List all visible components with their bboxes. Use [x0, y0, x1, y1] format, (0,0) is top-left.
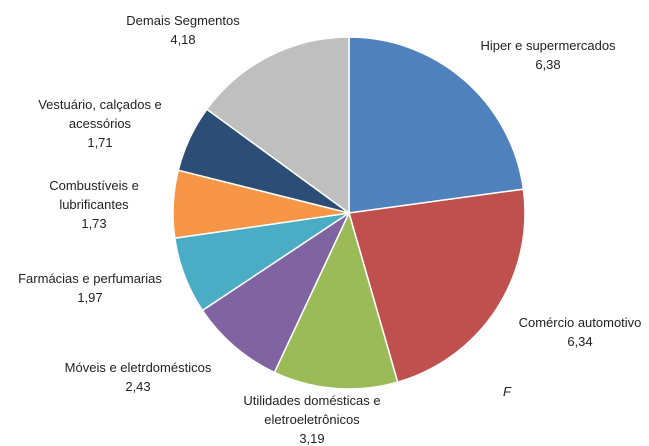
category-name: Vestuário, calçados e acessórios [38, 97, 162, 131]
slice-label: Farmácias e perfumarias 1,97 [0, 269, 190, 307]
value-label: 6,38 [535, 57, 561, 72]
pie-slice [201, 210, 351, 374]
category-name: Hiper e supermercados [480, 38, 616, 53]
category-name: Combustíveis e lubrificantes [49, 178, 139, 212]
slice-label: Utilidades domésticas e eletroeletrônico… [230, 391, 395, 446]
pie-slice [205, 36, 350, 215]
category-name: Comércio automotivo [518, 315, 642, 330]
slice-label: Comércio automotivo 6,34 [480, 313, 649, 351]
category-name: Demais Segmentos [126, 13, 240, 28]
value-label: 1,71 [87, 135, 113, 150]
value-label: 3,19 [299, 431, 325, 446]
value-label: 6,34 [567, 334, 593, 349]
slice-label: Demais Segmentos 4,18 [83, 11, 283, 49]
pie-slice [348, 36, 525, 214]
value-label: 2,43 [125, 379, 151, 394]
value-label: 1,73 [81, 216, 107, 231]
slice-label: Móveis e eletrdomésticos 2,43 [28, 358, 248, 396]
pie-slice [273, 210, 399, 390]
annotation: F [503, 384, 511, 399]
value-label: 4,18 [170, 32, 196, 47]
category-name: Móveis e eletrdomésticos [64, 360, 212, 375]
pie-slice [348, 188, 526, 384]
category-name: Farmácias e perfumarias [18, 271, 162, 286]
category-name: Utilidades domésticas e eletroeletrônico… [243, 393, 381, 427]
slice-label: Vestuário, calçados e acessórios 1,71 [20, 95, 180, 152]
value-label: 1,97 [77, 290, 103, 305]
slice-label: Hiper e supermercados 6,38 [448, 36, 648, 74]
slice-label: Combustíveis e lubrificantes 1,73 [39, 176, 149, 233]
